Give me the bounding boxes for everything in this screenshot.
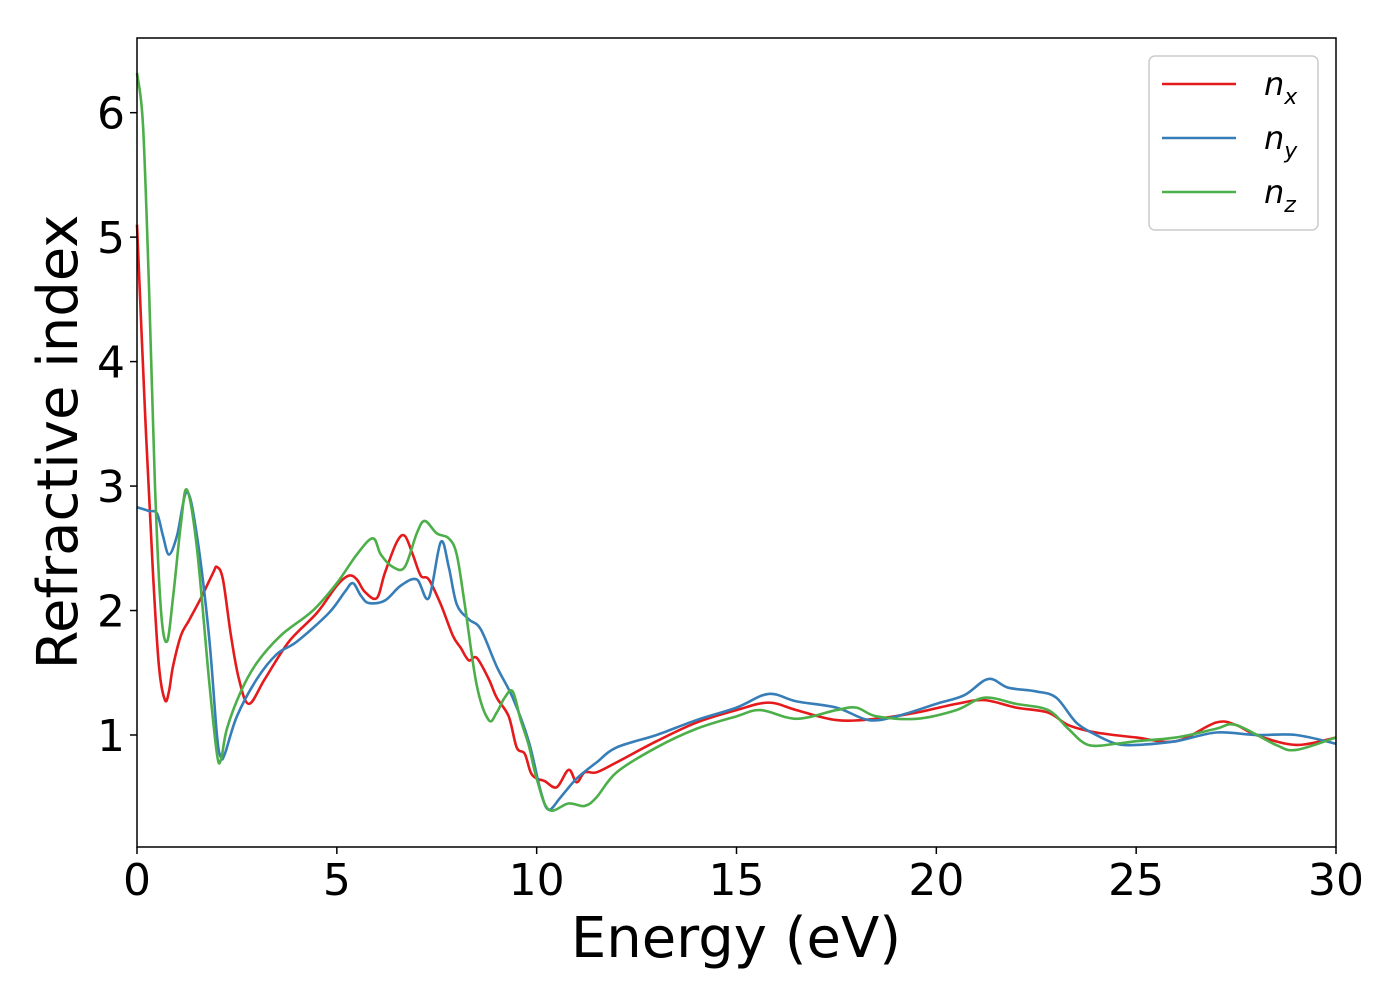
y-tick-label: 6 xyxy=(97,89,125,140)
y-tick-label: 5 xyxy=(97,213,125,264)
series-layer xyxy=(135,72,1337,812)
y-axis-ticks: 1 2 3 4 5 6 xyxy=(97,89,137,762)
x-tick-label: 5 xyxy=(323,855,351,906)
legend-label-ny: ny xyxy=(1264,119,1298,164)
legend-label-nx: nx xyxy=(1264,65,1298,110)
x-tick-label: 30 xyxy=(1308,855,1364,906)
legend-label-nz: nz xyxy=(1264,173,1296,218)
series-line-ny xyxy=(136,490,1337,811)
series-line-nz xyxy=(135,72,1337,812)
y-tick-label: 3 xyxy=(97,462,125,513)
x-tick-label: 20 xyxy=(908,855,964,906)
x-tick-label: 15 xyxy=(709,855,765,906)
y-tick-label: 4 xyxy=(97,338,125,389)
legend-box xyxy=(1148,55,1319,231)
y-tick-label: 1 xyxy=(97,711,125,762)
x-tick-label: 25 xyxy=(1108,855,1164,906)
x-tick-label: 0 xyxy=(123,855,151,906)
y-tick-label: 2 xyxy=(97,587,125,638)
x-axis-ticks: 0 5 10 15 20 25 30 xyxy=(123,847,1364,906)
series-line-nx xyxy=(135,224,1337,789)
x-tick-label: 10 xyxy=(509,855,565,906)
y-axis-title: Refractive index xyxy=(26,215,91,670)
legend: nx ny nz xyxy=(1148,55,1319,231)
x-axis-title: Energy (eV) xyxy=(571,906,901,971)
